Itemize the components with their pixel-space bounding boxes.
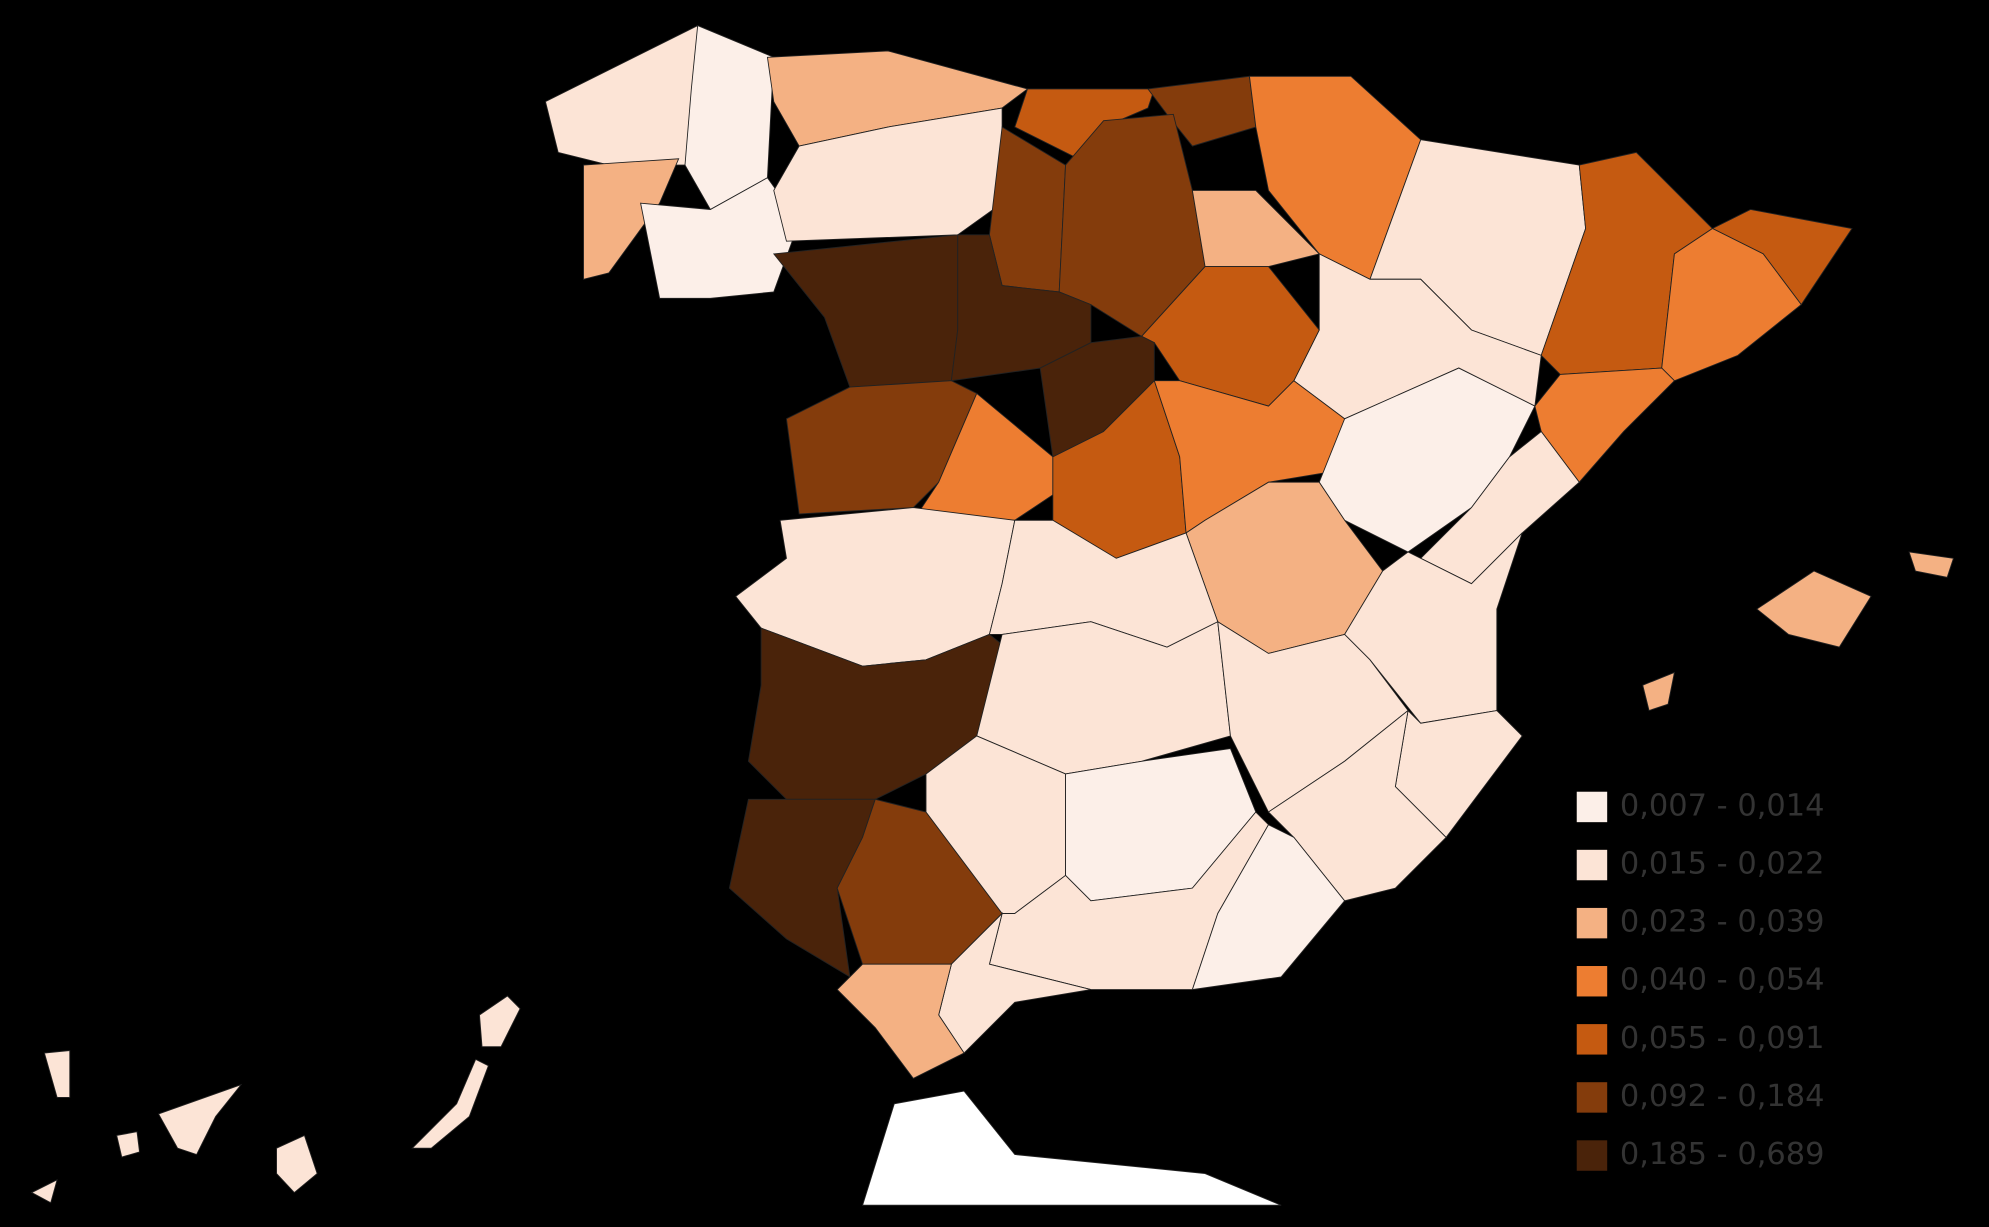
- province: [583, 158, 680, 280]
- legend-label: 0,092 - 0,184: [1620, 1079, 1825, 1114]
- legend-label: 0,040 - 0,054: [1620, 963, 1825, 998]
- province: [785, 380, 978, 515]
- province: [1267, 709, 1447, 902]
- province: [950, 234, 1092, 382]
- province: [116, 1131, 141, 1158]
- legend-swatch: [1576, 791, 1608, 823]
- province: [276, 1134, 318, 1194]
- province: [43, 1050, 71, 1098]
- legend-swatch: [1576, 1082, 1608, 1113]
- legend-label: 0,185 - 0,689: [1620, 1137, 1825, 1172]
- province: [1756, 570, 1872, 648]
- legend-swatch: [1576, 1140, 1608, 1171]
- province: [1191, 824, 1346, 991]
- province: [411, 1058, 489, 1149]
- province: [836, 963, 965, 1079]
- province: [30, 1179, 58, 1204]
- legend-label: 0,055 - 0,091: [1620, 1021, 1825, 1056]
- legend-swatch: [1576, 849, 1608, 881]
- province: [479, 995, 521, 1048]
- province: [1908, 551, 1955, 578]
- legend-swatch: [1576, 966, 1608, 997]
- provinces: [30, 24, 1955, 1204]
- province: [1642, 671, 1676, 712]
- province: [1147, 75, 1257, 147]
- legend-swatch: [1576, 1024, 1608, 1055]
- province: [1191, 190, 1321, 268]
- legend-label: 0,007 - 0,014: [1620, 788, 1825, 823]
- legend-label: 0,015 - 0,022: [1620, 847, 1825, 882]
- province: [773, 107, 1003, 242]
- africa-coast: [861, 1090, 1282, 1206]
- province: [1534, 367, 1676, 483]
- legend: 0,007 - 0,014 0,015 - 0,022 0,023 - 0,039 0…: [1576, 788, 1825, 1172]
- province: [157, 1083, 243, 1156]
- legend-swatch: [1576, 907, 1608, 939]
- legend-label: 0,023 - 0,039: [1620, 905, 1825, 940]
